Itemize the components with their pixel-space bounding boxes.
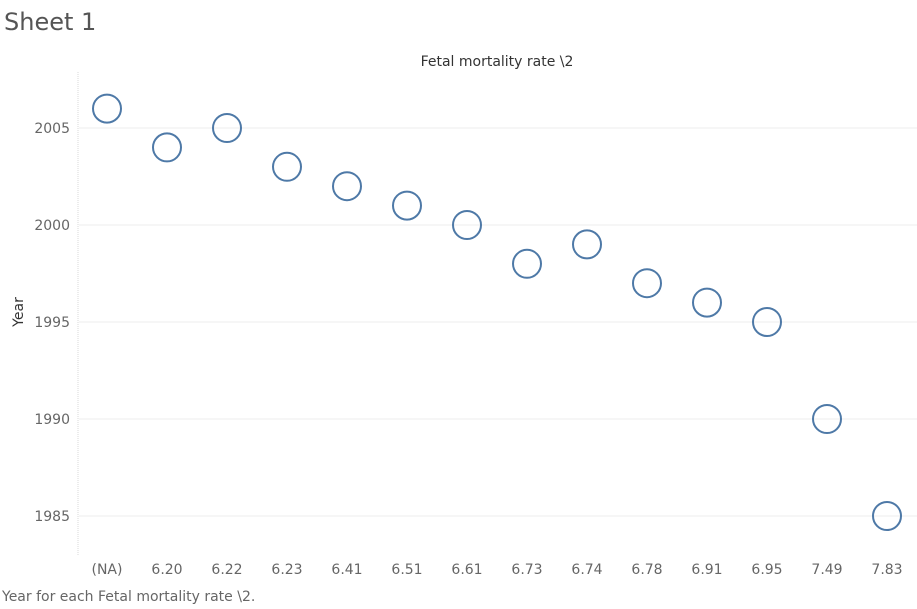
data-point[interactable] bbox=[692, 287, 722, 318]
data-point[interactable] bbox=[152, 132, 182, 163]
x-tick-label: 7.49 bbox=[811, 562, 842, 578]
x-tick-label: 6.23 bbox=[271, 562, 302, 578]
sheet-title: Sheet 1 bbox=[4, 8, 97, 36]
y-tick-label: 2005 bbox=[34, 121, 70, 137]
grid-layer bbox=[79, 127, 917, 517]
data-point[interactable] bbox=[92, 93, 122, 124]
data-points bbox=[92, 93, 902, 531]
data-point[interactable] bbox=[452, 210, 482, 240]
x-tick-label: 6.22 bbox=[211, 562, 242, 578]
x-tick-label: 7.83 bbox=[871, 562, 902, 578]
x-tick-label: (NA) bbox=[92, 562, 123, 578]
y-tick-label: 1990 bbox=[34, 412, 70, 428]
data-point[interactable] bbox=[812, 404, 842, 434]
y-tick-label: 2000 bbox=[34, 218, 70, 234]
data-point[interactable] bbox=[332, 171, 362, 202]
data-point[interactable] bbox=[212, 113, 242, 143]
x-tick-label: 6.74 bbox=[571, 562, 602, 578]
scatter-chart: Fetal mortality rate \2 Year 1985 1990 199… bbox=[11, 54, 917, 578]
x-tick-label: 6.41 bbox=[331, 562, 362, 578]
x-tick-label: 6.61 bbox=[451, 562, 482, 578]
chart-caption: Year for each Fetal mortality rate \2. bbox=[2, 589, 256, 605]
y-tick-labels: 1985 1990 1995 2000 2005 bbox=[34, 121, 70, 525]
y-tick-label: 1985 bbox=[34, 509, 70, 525]
data-point[interactable] bbox=[752, 307, 782, 337]
x-tick-labels: (NA) 6.20 6.22 6.23 6.41 6.51 6.61 6.73 6.74 6.78… bbox=[92, 562, 903, 578]
data-point[interactable] bbox=[512, 248, 542, 279]
x-tick-label: 6.91 bbox=[691, 562, 722, 578]
x-tick-label: 6.20 bbox=[151, 562, 182, 578]
x-tick-label: 6.73 bbox=[511, 562, 542, 578]
y-tick-label: 1995 bbox=[34, 315, 70, 331]
x-tick-label: 6.51 bbox=[391, 562, 422, 578]
y-axis-title: Year bbox=[11, 297, 27, 328]
data-point[interactable] bbox=[392, 190, 422, 221]
data-point[interactable] bbox=[572, 229, 602, 260]
data-point[interactable] bbox=[632, 268, 662, 299]
x-tick-label: 6.95 bbox=[751, 562, 782, 578]
chart-title: Fetal mortality rate \2 bbox=[421, 54, 574, 70]
data-point[interactable] bbox=[272, 151, 302, 182]
x-tick-label: 6.78 bbox=[631, 562, 662, 578]
data-point[interactable] bbox=[872, 501, 902, 531]
